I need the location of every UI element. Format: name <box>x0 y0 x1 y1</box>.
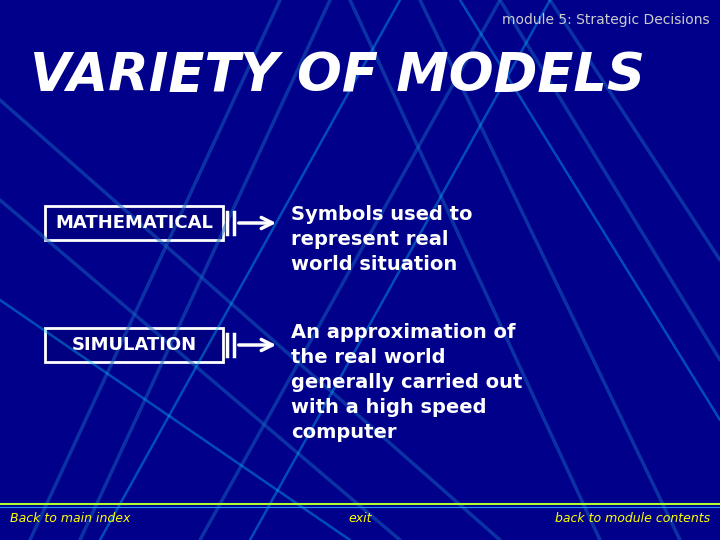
Text: exit: exit <box>348 512 372 525</box>
FancyBboxPatch shape <box>45 328 223 362</box>
Text: An approximation of
the real world
generally carried out
with a high speed
compu: An approximation of the real world gener… <box>291 323 523 442</box>
Text: MATHEMATICAL: MATHEMATICAL <box>55 214 213 232</box>
FancyBboxPatch shape <box>45 206 223 240</box>
Text: back to module contents: back to module contents <box>555 512 710 525</box>
Text: VARIETY OF MODELS: VARIETY OF MODELS <box>30 50 645 102</box>
Text: SIMULATION: SIMULATION <box>71 336 197 354</box>
Text: module 5: Strategic Decisions: module 5: Strategic Decisions <box>503 13 710 27</box>
Text: Symbols used to
represent real
world situation: Symbols used to represent real world sit… <box>291 205 472 274</box>
Text: Back to main index: Back to main index <box>10 512 130 525</box>
